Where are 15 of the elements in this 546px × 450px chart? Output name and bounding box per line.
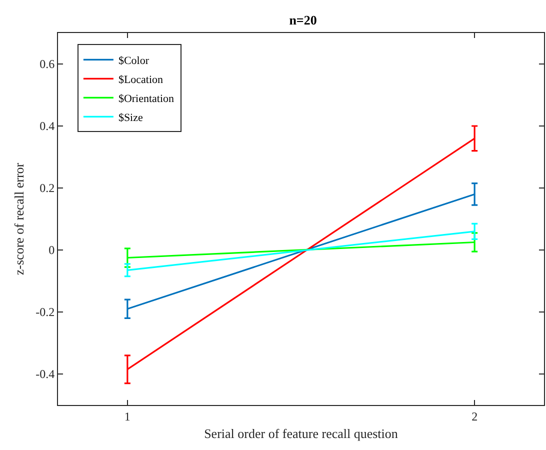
y-tick-label: -0.4 — [36, 367, 55, 382]
y-tick-label: -0.2 — [36, 305, 55, 320]
y-tick-label: 0.6 — [40, 57, 55, 72]
y-tick-label: 0 — [48, 243, 55, 258]
y-tick-label: 0.2 — [40, 181, 55, 196]
legend-label: $Location — [118, 74, 164, 86]
chart-title: n=20 — [289, 12, 317, 28]
x-tick-label: 1 — [124, 409, 130, 424]
x-axis-title: Serial order of feature recall question — [204, 426, 398, 441]
legend-label: $Orientation — [118, 92, 175, 105]
x-tick-label: 2 — [472, 409, 478, 424]
legend-label: $Size — [118, 112, 143, 124]
y-axis-title: z-score of recall error — [12, 162, 27, 276]
y-tick-label: 0.4 — [40, 119, 55, 134]
legend-label: $Color — [118, 54, 150, 67]
